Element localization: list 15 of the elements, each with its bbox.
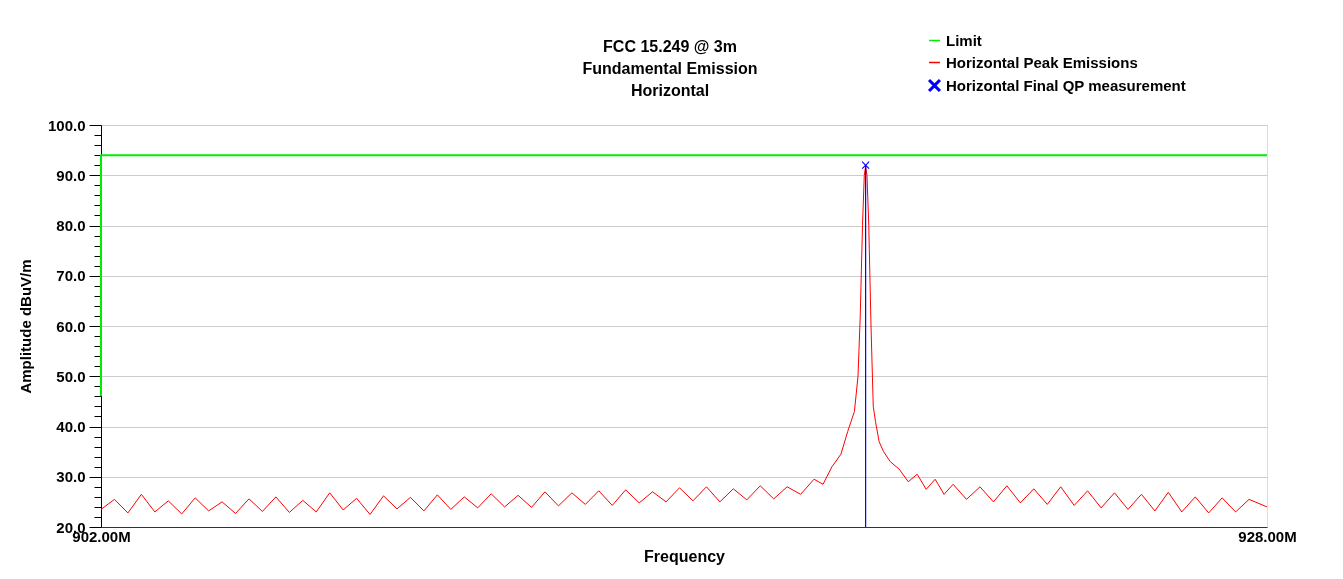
y-tick-label: 50.0 [56, 367, 86, 385]
chart-title: FCC 15.249 @ 3m Fundamental Emission Horizontal [582, 38, 758, 99]
y-tick-label: 40.0 [56, 418, 86, 435]
y-axis-title: Amplitude dBuV/m [16, 259, 34, 394]
y-tick-label: 30.0 [56, 468, 86, 486]
x-tick-label: 928.00M [1238, 527, 1297, 545]
y-tick-label: 70.0 [56, 267, 86, 285]
legend-label: Horizontal Final QP measurement [946, 76, 1186, 94]
y-tick-label: 80.0 [56, 217, 86, 234]
y-tick-label: 100.0 [47, 116, 86, 134]
legend-label: Limit [946, 31, 982, 49]
legend-label: Horizontal Peak Emissions [946, 53, 1138, 71]
y-tick-label: 60.0 [56, 317, 86, 335]
y-tick-label: 90.0 [56, 166, 86, 184]
x-axis-title: Frequency [644, 547, 726, 565]
